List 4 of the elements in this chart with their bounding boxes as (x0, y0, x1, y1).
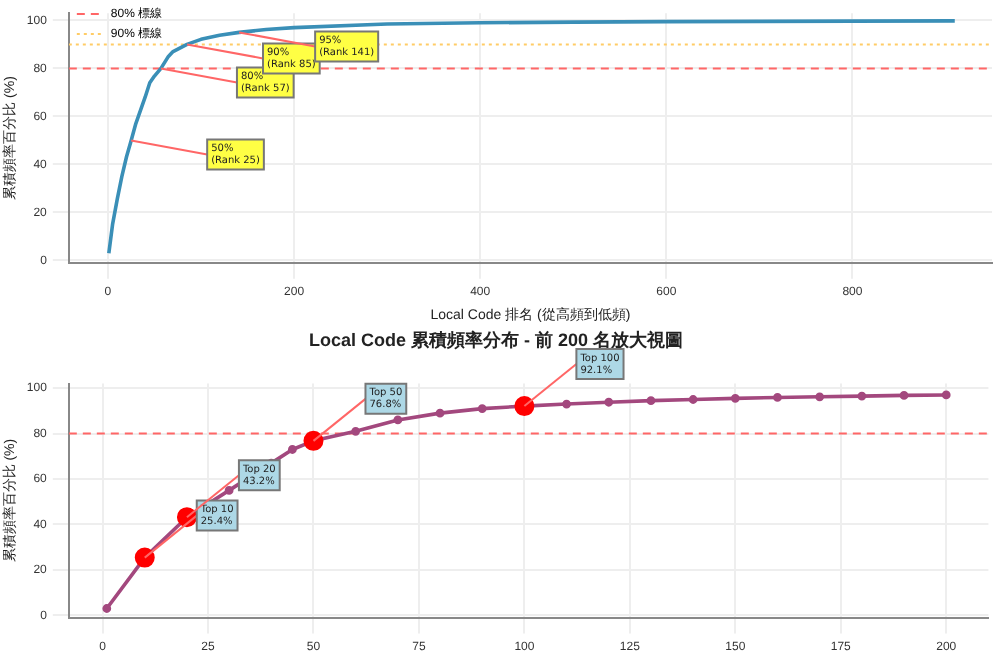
point (303, 430, 324, 451)
point (514, 396, 535, 417)
point (134, 547, 155, 568)
chart-title: Local Code 累積頻率分布 - 前 200 名放大視圖 (308, 329, 684, 350)
